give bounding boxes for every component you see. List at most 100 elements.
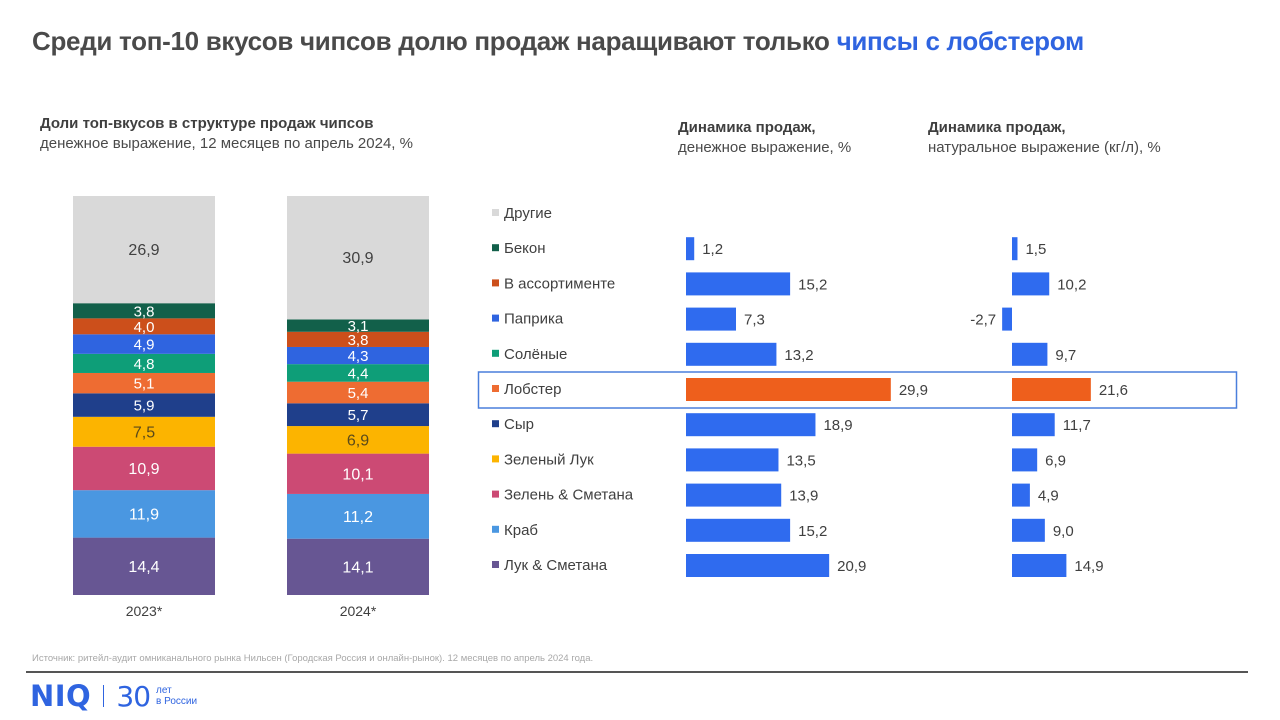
- stack-segment-лобстер: [287, 381, 429, 404]
- legend-label: Солёные: [504, 346, 567, 363]
- bar-лук-сметана: [686, 554, 830, 577]
- bar-value-label: 13,2: [784, 347, 813, 364]
- bar-value-label: 1,5: [1025, 241, 1046, 258]
- logo-years-number: 30: [116, 679, 151, 713]
- source-note: Источник: ритейл-аудит омниканального ры…: [32, 653, 594, 664]
- bar-паприка: [1002, 307, 1012, 331]
- legend-label: Краб: [504, 522, 538, 539]
- stack-label: 10,9: [128, 461, 159, 478]
- title-main: Среди топ-10 вкусов чипсов долю продаж н…: [32, 26, 837, 56]
- logo-separator: [103, 685, 105, 707]
- logo-years-caption-1: лет: [156, 685, 172, 696]
- bar-зеленый-лук: [1012, 448, 1038, 472]
- stack-label: 4,0: [134, 319, 155, 336]
- highlight-frame: [477, 371, 1238, 409]
- bar-бекон: [1012, 237, 1018, 261]
- legend-label: Лобстер: [504, 381, 562, 398]
- stack-label: 5,7: [348, 407, 369, 424]
- volume-chart-subtitle: натуральное выражение (кг/л), %: [928, 139, 1161, 156]
- volume-chart-title: Динамика продаж,: [928, 119, 1066, 136]
- bar-value-label: 10,2: [1057, 276, 1086, 293]
- share-chart-heading: Доли топ-вкусов в структуре продаж чипсо…: [40, 114, 413, 154]
- legend-label: Зелень & Сметана: [504, 487, 634, 504]
- stack-label: 3,8: [134, 303, 155, 320]
- legend-swatch: [492, 490, 499, 498]
- legend-swatch: [492, 314, 499, 322]
- bar-value-label: 9,7: [1055, 347, 1076, 364]
- stack-label: 11,9: [129, 506, 159, 523]
- bar-value-label: 21,6: [1099, 382, 1128, 399]
- stack-segment-паприка: [73, 334, 215, 354]
- bar-солёные: [686, 342, 777, 366]
- bar-value-label: 13,9: [789, 488, 818, 505]
- stack-segment-зеленый-лук: [287, 426, 429, 454]
- bar-value-label: 29,9: [899, 382, 928, 399]
- legend-swatch: [492, 561, 499, 568]
- stack-label: 4,4: [348, 365, 369, 382]
- bar-сыр: [686, 413, 816, 437]
- bar-сыр: [1012, 413, 1055, 437]
- bar-краб: [1012, 518, 1045, 542]
- stack-label: 10,1: [342, 466, 373, 483]
- x-tick-label: 2023*: [126, 603, 163, 619]
- bar-value-label: -2,7: [970, 312, 996, 329]
- bar-value-label: 9,0: [1053, 523, 1074, 540]
- stack-label: 3,1: [348, 318, 369, 335]
- stack-label: 4,3: [348, 348, 369, 365]
- stack-label: 30,9: [342, 250, 373, 267]
- niq-logo: NIQ 30 лет в России: [30, 679, 198, 713]
- bar-value-label: 7,3: [744, 312, 765, 329]
- money-chart-heading: Динамика продаж, денежное выражение, %: [678, 118, 851, 158]
- footer-divider: [26, 671, 1248, 673]
- stack-segment-краб: [287, 493, 429, 539]
- legend-swatch: [492, 244, 499, 252]
- legend-swatch: [492, 279, 499, 287]
- stack-label: 4,9: [134, 337, 155, 354]
- bar-бекон: [686, 237, 695, 261]
- legend-label: Паприка: [504, 311, 564, 328]
- money-chart-subtitle: денежное выражение, %: [678, 139, 852, 156]
- stack-label: 14,4: [128, 559, 159, 576]
- stack-segment-бекон: [287, 319, 429, 332]
- bar-value-label: 14,9: [1074, 558, 1103, 575]
- stack-segment-зелень-сметана: [287, 453, 429, 494]
- legend-label: Зеленый Лук: [504, 451, 594, 468]
- bar-value-label: 15,2: [798, 523, 827, 540]
- legend-swatch: [492, 385, 499, 392]
- stack-label: 11,2: [343, 509, 373, 526]
- stack-label: 6,9: [347, 432, 369, 449]
- stack-segment-краб: [73, 490, 215, 538]
- stack-label: 4,8: [134, 356, 155, 373]
- stack-segment-лобстер: [73, 372, 215, 394]
- stack-label: 26,9: [128, 242, 159, 259]
- stack-segment-бекон: [73, 303, 215, 319]
- bar-лобстер: [1012, 378, 1091, 401]
- stack-segment-паприка: [287, 346, 429, 365]
- bar-value-label: 6,9: [1045, 452, 1066, 469]
- bar-зеленый-лук: [686, 448, 779, 472]
- stack-label: 5,4: [348, 385, 369, 402]
- stack-segment-сыр: [287, 403, 429, 427]
- x-tick-label: 2024*: [340, 603, 377, 619]
- legend-swatch: [492, 525, 499, 533]
- stack-segment-солёные: [73, 353, 215, 373]
- bar-паприка: [686, 307, 737, 331]
- logo-years-caption-2: в России: [156, 696, 198, 707]
- stack-segment-зеленый-лук: [73, 416, 215, 447]
- legend-label: Другие: [504, 205, 552, 222]
- bar-value-label: 18,9: [823, 417, 852, 434]
- bar-лобстер: [686, 378, 891, 401]
- share-chart-title: Доли топ-вкусов в структуре продаж чипсо…: [40, 115, 374, 132]
- legend-label: В ассортименте: [504, 275, 615, 292]
- stack-label: 7,5: [133, 424, 155, 441]
- bar-в-ассортименте: [1012, 272, 1050, 296]
- bar-value-label: 15,2: [798, 276, 827, 293]
- stack-label: 5,9: [134, 398, 155, 415]
- bar-value-label: 13,5: [786, 452, 815, 469]
- bar-value-label: 4,9: [1038, 488, 1059, 505]
- stack-label: 5,1: [134, 376, 155, 393]
- stack-segment-лук-сметана: [287, 538, 429, 595]
- legend-swatch: [492, 349, 499, 357]
- share-chart-subtitle: денежное выражение, 12 месяцев по апрель…: [40, 135, 413, 152]
